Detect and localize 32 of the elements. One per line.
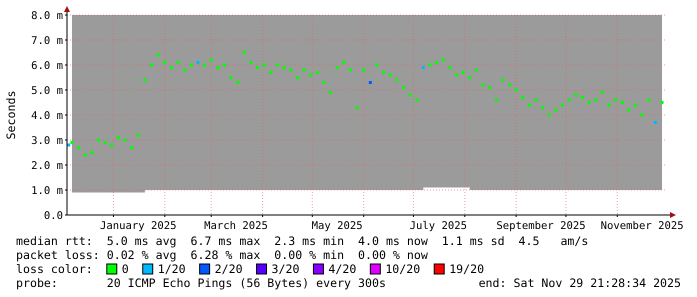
y-tick-label: 4.0 m xyxy=(31,110,63,122)
legend-label: 2/20 xyxy=(214,262,243,276)
text: median rtt: 5.0 ms avg 6.7 ms max 2.3 ms min 4.0 ms now 1.1 ms sd 4.5 am/s xyxy=(16,234,588,248)
text: end: Sat Nov 29 21:28:34 2025 xyxy=(478,276,682,290)
y-tick-label: 2.0 m xyxy=(31,160,63,172)
legend-label: 4/20 xyxy=(328,262,356,276)
legend-label: 3/20 xyxy=(272,262,300,276)
y-tick-label: 6.0 m xyxy=(31,60,63,72)
y-tick-label: 7.0 m xyxy=(31,35,63,47)
y-tick-label: 5.0 m xyxy=(31,85,63,97)
x-tick-label: July 2025 xyxy=(410,220,467,232)
y-axis-title: Seconds xyxy=(4,90,18,140)
text: packet loss: 0.02 % avg 6.28 % max 0.00 % min 0.00 % now xyxy=(16,248,428,262)
point xyxy=(422,66,425,69)
legend-label: 0 xyxy=(122,262,129,276)
x-tick-label: November 2025 xyxy=(600,220,684,232)
x-tick-label: March 2025 xyxy=(204,220,268,232)
y-tick-label: 0.0 xyxy=(44,210,63,222)
text: probe: 20 ICMP Echo Pings (56 Bytes) every 300s xyxy=(16,276,386,290)
x-tick-label: January 2025 xyxy=(100,220,177,232)
y-tick-label: 3.0 m xyxy=(31,135,63,147)
x-tick-label: May 2025 xyxy=(312,220,363,232)
point xyxy=(196,61,200,64)
legend-title: loss color: xyxy=(16,262,93,276)
point xyxy=(654,121,657,124)
legend-label: 10/20 xyxy=(385,262,420,276)
point xyxy=(368,81,372,84)
y-tick-label: 1.0 m xyxy=(31,185,63,197)
x-tick-label: September 2025 xyxy=(496,220,586,232)
y-tick-label: 8.0 m xyxy=(31,10,63,22)
legend-label: 1/20 xyxy=(158,262,186,276)
legend-label: 19/20 xyxy=(449,262,484,276)
